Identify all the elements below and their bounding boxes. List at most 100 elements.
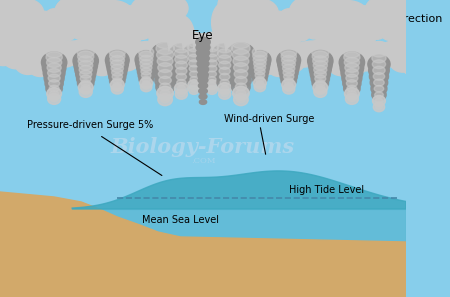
Ellipse shape	[198, 48, 208, 56]
Ellipse shape	[160, 90, 170, 97]
Ellipse shape	[311, 71, 329, 86]
Ellipse shape	[220, 86, 229, 91]
Ellipse shape	[50, 91, 58, 97]
Ellipse shape	[54, 41, 95, 58]
Ellipse shape	[252, 47, 267, 57]
Ellipse shape	[276, 45, 302, 67]
Ellipse shape	[19, 11, 62, 40]
Ellipse shape	[40, 46, 68, 69]
Ellipse shape	[277, 50, 301, 70]
Ellipse shape	[313, 81, 328, 94]
Ellipse shape	[113, 82, 122, 88]
Ellipse shape	[140, 82, 152, 92]
Ellipse shape	[174, 76, 189, 89]
Ellipse shape	[220, 73, 230, 80]
Ellipse shape	[235, 83, 247, 91]
Ellipse shape	[200, 80, 206, 84]
Ellipse shape	[204, 62, 220, 75]
Ellipse shape	[46, 57, 62, 67]
Ellipse shape	[43, 64, 65, 82]
Ellipse shape	[142, 80, 150, 86]
Ellipse shape	[176, 73, 186, 80]
Ellipse shape	[188, 80, 200, 90]
Ellipse shape	[19, 50, 60, 67]
Ellipse shape	[47, 63, 61, 72]
Ellipse shape	[347, 85, 357, 92]
Ellipse shape	[345, 88, 359, 100]
Ellipse shape	[253, 50, 281, 75]
Ellipse shape	[377, 42, 404, 67]
Ellipse shape	[205, 68, 220, 80]
Ellipse shape	[236, 90, 246, 97]
Ellipse shape	[314, 65, 327, 74]
Ellipse shape	[150, 48, 177, 72]
Ellipse shape	[189, 86, 199, 94]
Ellipse shape	[212, 1, 239, 43]
Ellipse shape	[339, 52, 365, 73]
Ellipse shape	[38, 10, 80, 38]
Ellipse shape	[344, 12, 387, 41]
Ellipse shape	[314, 87, 327, 97]
Ellipse shape	[278, 55, 300, 74]
Ellipse shape	[233, 56, 249, 67]
Ellipse shape	[1, 42, 43, 59]
Ellipse shape	[89, 44, 130, 60]
Ellipse shape	[312, 46, 329, 58]
Ellipse shape	[0, 0, 18, 38]
Ellipse shape	[208, 77, 216, 82]
Ellipse shape	[157, 49, 174, 61]
Ellipse shape	[48, 74, 60, 82]
Ellipse shape	[77, 51, 94, 62]
Ellipse shape	[198, 83, 207, 89]
Ellipse shape	[101, 52, 128, 76]
Ellipse shape	[140, 55, 153, 64]
Ellipse shape	[256, 76, 264, 82]
Text: Wind-driven Surge: Wind-driven Surge	[224, 114, 314, 124]
Ellipse shape	[202, 44, 222, 61]
Ellipse shape	[303, 42, 330, 66]
Ellipse shape	[221, 92, 228, 97]
Ellipse shape	[308, 50, 333, 71]
Ellipse shape	[252, 73, 267, 85]
Ellipse shape	[71, 40, 100, 64]
Ellipse shape	[227, 43, 255, 67]
Ellipse shape	[175, 89, 188, 99]
Ellipse shape	[369, 69, 388, 84]
Ellipse shape	[191, 88, 197, 92]
Ellipse shape	[371, 47, 387, 57]
Ellipse shape	[139, 47, 154, 57]
Ellipse shape	[201, 38, 223, 56]
Ellipse shape	[161, 97, 170, 102]
Ellipse shape	[368, 55, 390, 73]
Ellipse shape	[219, 61, 231, 69]
Ellipse shape	[48, 94, 61, 105]
Ellipse shape	[373, 73, 385, 80]
Ellipse shape	[217, 49, 232, 58]
Ellipse shape	[380, 0, 423, 23]
Ellipse shape	[254, 60, 266, 68]
Ellipse shape	[372, 60, 386, 69]
Ellipse shape	[374, 79, 384, 86]
Ellipse shape	[198, 66, 209, 73]
Ellipse shape	[372, 53, 386, 63]
Ellipse shape	[253, 55, 266, 64]
Ellipse shape	[136, 55, 157, 72]
Ellipse shape	[53, 0, 81, 41]
Ellipse shape	[0, 0, 26, 19]
Ellipse shape	[134, 42, 159, 62]
Ellipse shape	[284, 73, 294, 80]
Ellipse shape	[198, 83, 207, 91]
Ellipse shape	[109, 69, 126, 84]
Ellipse shape	[198, 54, 208, 60]
Ellipse shape	[237, 97, 245, 102]
Ellipse shape	[197, 60, 209, 68]
Ellipse shape	[389, 48, 416, 72]
Ellipse shape	[109, 74, 125, 87]
Ellipse shape	[234, 94, 248, 106]
Ellipse shape	[142, 76, 150, 82]
Ellipse shape	[343, 76, 361, 91]
Ellipse shape	[187, 68, 202, 80]
Ellipse shape	[177, 80, 186, 86]
Ellipse shape	[223, 37, 264, 54]
Ellipse shape	[310, 61, 331, 79]
